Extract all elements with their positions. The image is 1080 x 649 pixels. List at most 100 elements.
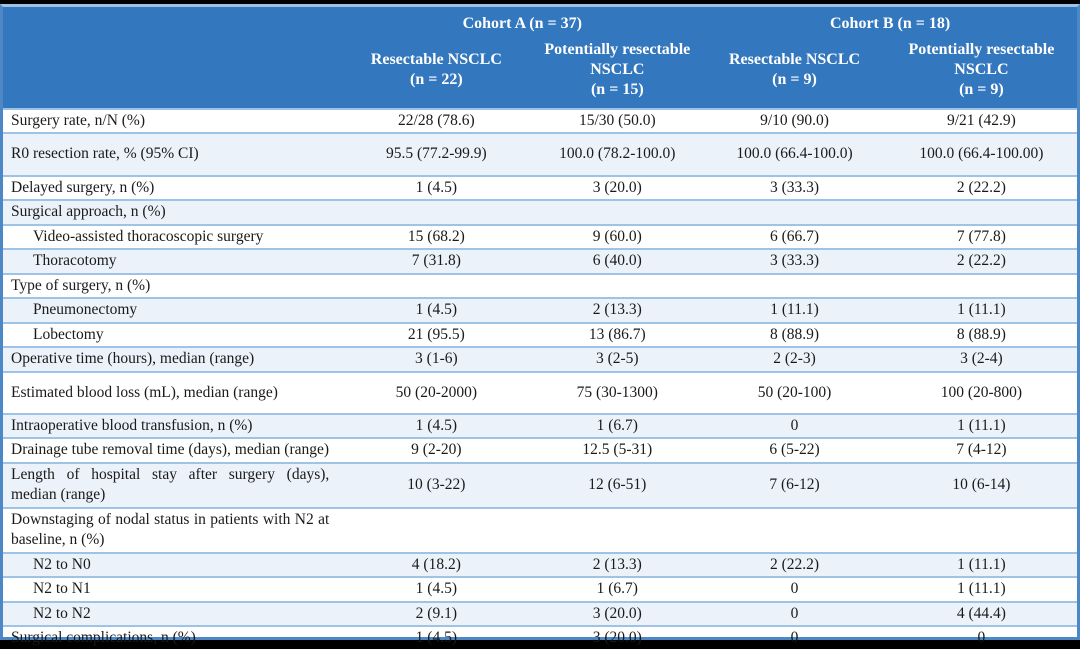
value-cell: 95.5 (77.2-99.9) xyxy=(385,145,487,163)
table-row: N2 to N2 2 (9.1) 3 (20.0) 0 4 (44.4) xyxy=(3,601,1077,627)
value-cell: 1 (4.5) xyxy=(415,178,457,196)
table-row: Video-assisted thoracoscopic surgery 15 (… xyxy=(3,224,1077,249)
value-cell: 100 (20-800) xyxy=(940,383,1023,401)
row-label-cell: Surgery rate, n/N (%) xyxy=(11,112,146,129)
row-label-cell: Lobectomy xyxy=(33,325,104,343)
row-label-cell: Drainage tube removal time (days), media… xyxy=(11,441,330,459)
col-header-cohort-a-potentially-resectable: Potentially resectable NSCLC (n = 15) xyxy=(531,37,704,109)
value-cell: 1 (11.1) xyxy=(957,580,1006,598)
col-header-cohort-b-resectable: Resectable NSCLC (n = 9) xyxy=(703,37,886,109)
value-cell: 9/10 (90.0) xyxy=(760,112,829,129)
value-cell xyxy=(703,508,886,553)
value-cell xyxy=(531,508,703,553)
table-row: Pneumonectomy 1 (4.5) 2 (13.3) 1 (11.1) 1 (1… xyxy=(3,298,1077,323)
value-cell: 3 (20.0) xyxy=(592,604,642,622)
table-row: Length of hospital stay after surgery (d… xyxy=(3,462,1077,508)
value-cell: 1 (11.1) xyxy=(957,555,1006,573)
table-row: R0 resection rate, % (95% CI) 95.5 (77.2-… xyxy=(3,133,1077,176)
row-label-column-header xyxy=(3,7,342,109)
value-cell: 7 (31.8) xyxy=(411,252,461,270)
table-row: Drainage tube removal time (days), media… xyxy=(3,438,1077,462)
value-cell: 2 (13.3) xyxy=(592,555,642,573)
row-label-cell: N2 to N0 xyxy=(33,555,91,573)
value-cell: 7 (77.8) xyxy=(956,227,1006,245)
value-cell: 1 (6.7) xyxy=(596,416,638,434)
value-cell: 0 xyxy=(790,629,799,647)
cohort-header-row: Cohort A (n = 37) Cohort B (n = 18) xyxy=(3,7,1077,109)
value-cell: 1 (11.1) xyxy=(957,301,1006,319)
value-cell: 9 (2-20) xyxy=(411,441,462,459)
value-cell: 4 (18.2) xyxy=(411,555,461,573)
row-label-cell: Length of hospital stay after surgery (d… xyxy=(11,465,330,504)
value-cell: 2 (13.3) xyxy=(592,301,642,319)
section-label-cell: Downstaging of nodal status in patients … xyxy=(11,510,330,549)
table-row: Surgical complications, n (%) 1 (4.5) 3 (2… xyxy=(3,626,1077,649)
table-row: Surgical approach, n (%) xyxy=(3,200,1077,225)
value-cell: 1 (11.1) xyxy=(770,301,819,319)
value-cell: 6 (40.0) xyxy=(592,252,642,270)
table-row: Estimated blood loss (mL), median (range… xyxy=(3,371,1077,414)
value-cell: 8 (88.9) xyxy=(769,325,820,343)
clinical-results-table: Cohort A (n = 37) Cohort B (n = 18) Rese… xyxy=(0,4,1080,646)
subgroup-header-row: Resectable NSCLC (n = 22) Potentially re… xyxy=(3,37,1077,109)
value-cell: 7 (6-12) xyxy=(769,476,820,494)
value-cell: 3 (33.3) xyxy=(769,252,820,270)
row-label-cell: Thoracotomy xyxy=(33,252,117,270)
col-header-name: Resectable NSCLC xyxy=(728,50,861,68)
row-label-cell: Delayed surgery, n (%) xyxy=(11,178,155,196)
row-label-cell: Intraoperative blood transfusion, n (%) xyxy=(11,416,253,434)
table-row: N2 to N0 4 (18.2) 2 (13.3) 2 (22.2) 1 (11.1) xyxy=(3,552,1077,578)
value-cell: 0 xyxy=(977,629,986,647)
value-cell: 8 (88.9) xyxy=(956,325,1006,343)
value-cell: 15 (68.2) xyxy=(407,227,465,245)
value-cell: 75 (30-1300) xyxy=(576,383,658,401)
value-cell: 100.0 (66.4-100.00) xyxy=(919,145,1044,163)
value-cell: 12.5 (5-31) xyxy=(582,441,653,459)
value-cell: 12 (6-51) xyxy=(588,476,647,494)
table-header: Cohort A (n = 37) Cohort B (n = 18) Rese… xyxy=(3,7,1077,109)
value-cell: 3 (1-6) xyxy=(415,350,458,368)
value-cell xyxy=(531,200,703,224)
section-label-cell: Type of surgery, n (%) xyxy=(11,276,151,294)
col-header-n: (n = 15) xyxy=(590,80,644,98)
row-label-cell: Estimated blood loss (mL), median (range… xyxy=(11,383,278,401)
cohort-a-header: Cohort A (n = 37) xyxy=(341,7,704,37)
value-cell: 50 (20-2000) xyxy=(395,383,478,401)
col-header-n: (n = 9) xyxy=(772,70,817,88)
value-cell: 3 (2-5) xyxy=(595,350,639,368)
value-cell: 2 (22.2) xyxy=(956,252,1006,270)
row-label-cell: N2 to N1 xyxy=(33,580,91,598)
value-cell: 3 (20.0) xyxy=(592,178,642,196)
value-cell: 10 (6-14) xyxy=(952,476,1011,494)
value-cell: 15/30 (50.0) xyxy=(578,112,656,129)
table-row: Thoracotomy 7 (31.8) 6 (40.0) 3 (33.3) 2 (22… xyxy=(3,249,1077,274)
value-cell xyxy=(886,508,1077,553)
value-cell: 2 (22.2) xyxy=(956,178,1006,196)
value-cell: 3 (20.0) xyxy=(592,629,642,647)
value-cell: 4 (44.4) xyxy=(956,604,1006,622)
value-cell xyxy=(703,200,886,224)
value-cell: 6 (66.7) xyxy=(769,227,820,245)
value-cell xyxy=(886,274,1077,298)
row-label-cell: Operative time (hours), median (range) xyxy=(11,350,255,368)
table-row: Type of surgery, n (%) xyxy=(3,273,1077,298)
value-cell: 9 (60.0) xyxy=(592,227,642,245)
col-header-cohort-a-resectable: Resectable NSCLC (n = 22) xyxy=(341,37,532,109)
value-cell: 13 (86.7) xyxy=(588,325,646,343)
value-cell: 2 (22.2) xyxy=(769,555,820,573)
value-cell: 10 (3-22) xyxy=(407,476,466,494)
value-cell xyxy=(531,274,703,298)
value-cell: 3 (33.3) xyxy=(769,178,820,196)
value-cell: 1 (4.5) xyxy=(415,301,457,319)
row-label-cell: N2 to N2 xyxy=(33,604,91,622)
value-cell: 1 (4.5) xyxy=(415,580,457,598)
table-row: Operative time (hours), median (range) 3 … xyxy=(3,347,1077,372)
value-cell xyxy=(886,200,1077,224)
section-label-cell: Surgical approach, n (%) xyxy=(11,203,166,221)
surgery-outcomes-table: Cohort A (n = 37) Cohort B (n = 18) Rese… xyxy=(3,7,1077,649)
value-cell: 1 (4.5) xyxy=(415,629,457,647)
col-header-name: Potentially resectable NSCLC xyxy=(908,40,1055,78)
table-body: Surgery rate, n/N (%) 22/28 (78.6) 15/30 (… xyxy=(3,109,1077,649)
table-row: N2 to N1 1 (4.5) 1 (6.7) 0 1 (11.1) xyxy=(3,577,1077,601)
value-cell: 1 (4.5) xyxy=(415,416,457,434)
